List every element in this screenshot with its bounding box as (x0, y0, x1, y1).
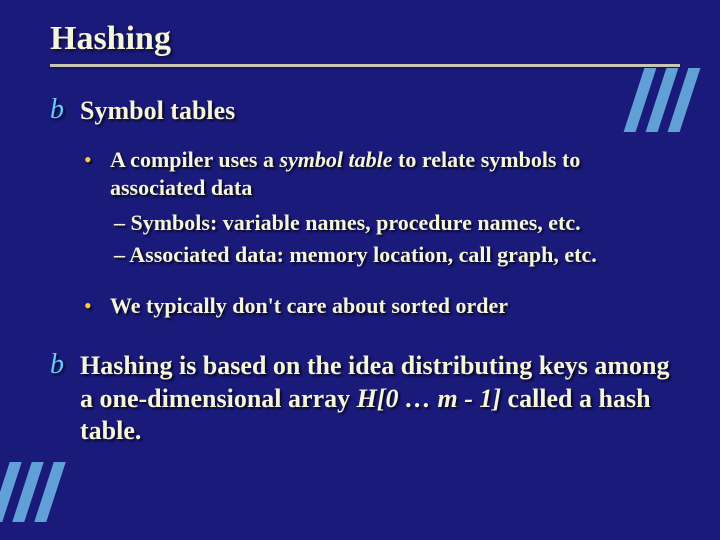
bullet-level3: – Symbols: variable names, procedure nam… (114, 209, 680, 238)
level2-bullet-glyph: • (84, 146, 110, 203)
text-part: Associated data: memory location, call g… (129, 242, 596, 267)
level3-bullet-glyph: – (114, 242, 125, 267)
spacer (50, 326, 680, 350)
bullet-level2: • We typically don't care about sorted o… (84, 292, 680, 321)
level2-text: We typically don't care about sorted ord… (110, 292, 508, 321)
slide: Hashing b Symbol tables • A compiler use… (0, 0, 720, 540)
title-underline (50, 64, 680, 67)
level1-text: Hashing is based on the idea distributin… (80, 350, 680, 448)
bullet-level1: b Hashing is based on the idea distribut… (50, 350, 680, 448)
bullet-level1: b Symbol tables (50, 95, 680, 128)
text-emphasis: symbol table (279, 147, 392, 172)
text-part: Hashing (80, 351, 173, 380)
decorative-bars-bottom (0, 462, 56, 522)
level3-text: – Symbols: variable names, procedure nam… (114, 209, 680, 238)
level1-bullet-glyph: b (50, 350, 80, 448)
text-part: A compiler uses a (110, 147, 279, 172)
level2-text: A compiler uses a symbol table to relate… (110, 146, 680, 203)
bullet-level3: – Associated data: memory location, call… (114, 241, 680, 270)
level1-text: Symbol tables (80, 95, 235, 128)
slide-title: Hashing (50, 20, 680, 58)
text-part: . (135, 416, 142, 445)
level2-bullet-glyph: • (84, 292, 110, 321)
bullet-level2: • A compiler uses a symbol table to rela… (84, 146, 680, 203)
decorative-bars-top (634, 68, 690, 132)
level3-text: – Associated data: memory location, call… (114, 241, 680, 270)
text-part: Symbols: variable names, procedure names… (131, 210, 581, 235)
slide-content: b Symbol tables • A compiler uses a symb… (50, 95, 680, 448)
level1-bullet-glyph: b (50, 95, 80, 128)
spacer (50, 274, 680, 292)
level3-bullet-glyph: – (114, 210, 125, 235)
text-emphasis: H[0 … m - 1] (357, 384, 501, 413)
text-part: called a (501, 384, 599, 413)
